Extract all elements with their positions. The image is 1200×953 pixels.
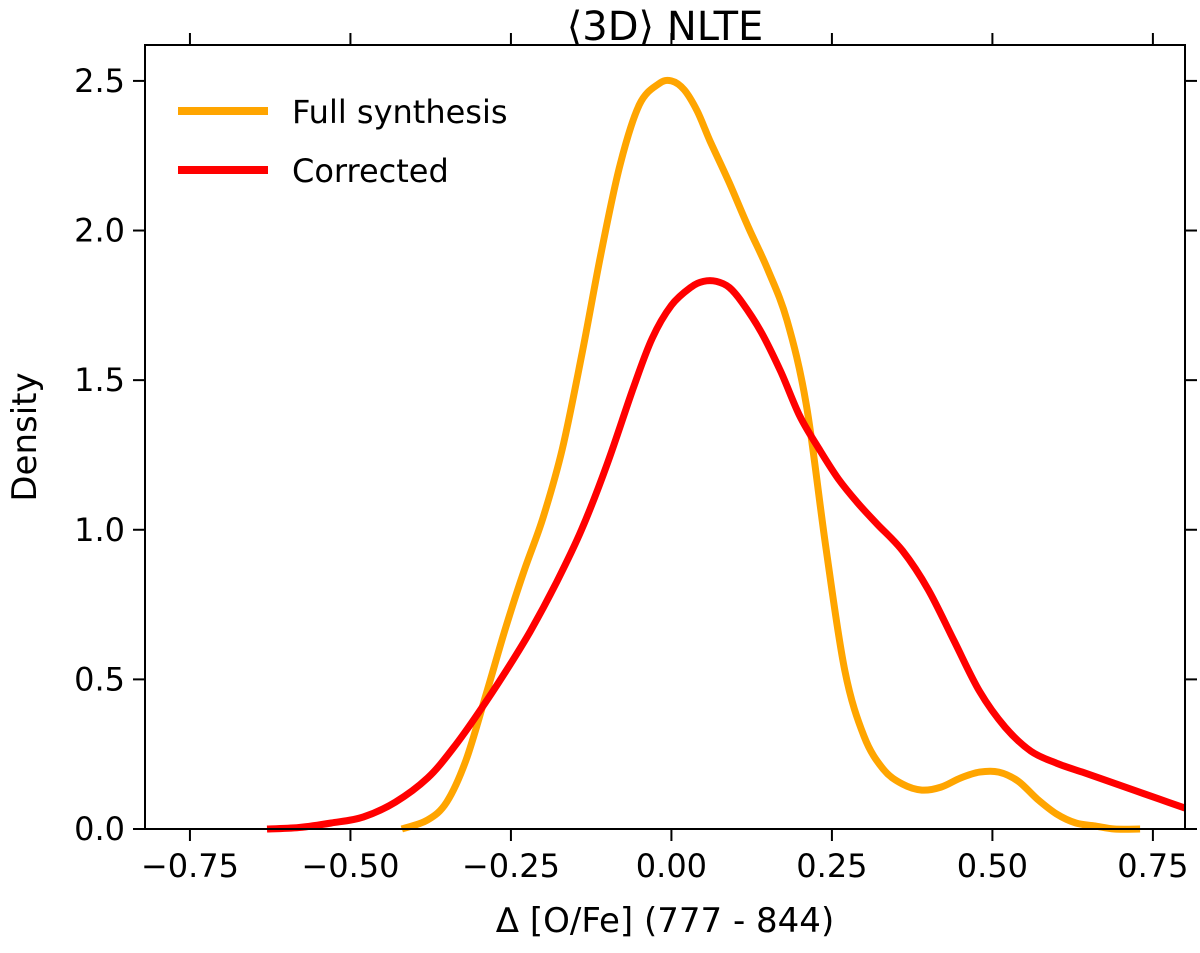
y-tick-label: 2.0 xyxy=(74,212,125,250)
series-line-full-synthesis xyxy=(400,76,1141,833)
legend-label-full-synthesis: Full synthesis xyxy=(292,93,508,131)
series-line-corrected xyxy=(266,277,1187,833)
x-tick-label: −0.25 xyxy=(462,847,560,885)
y-tick-label: 2.5 xyxy=(74,62,125,100)
y-tick-label: 1.0 xyxy=(74,511,125,549)
y-tick-label: 1.5 xyxy=(74,361,125,399)
x-tick-label: 0.25 xyxy=(796,847,867,885)
legend: Full synthesis Corrected xyxy=(178,93,508,190)
plot-frame xyxy=(144,44,1186,830)
tick-layer: −0.75 −0.50 −0.25 0.00 0.25 0.50 0.75 0.0 0.5 1.0… xyxy=(74,33,1197,885)
x-axis-label: Δ [O/Fe] (777 - 844) xyxy=(496,901,834,941)
x-tick-label: −0.50 xyxy=(301,847,399,885)
x-tick-label: −0.75 xyxy=(141,847,239,885)
x-tick-label: 0.00 xyxy=(636,847,707,885)
legend-label-corrected: Corrected xyxy=(292,152,449,190)
series-layer xyxy=(266,76,1187,833)
y-tick-label: 0.5 xyxy=(74,660,125,698)
x-tick-label: 0.75 xyxy=(1117,847,1188,885)
y-axis-label: Density xyxy=(5,372,45,501)
x-tick-label: 0.50 xyxy=(957,847,1028,885)
chart-title: ⟨3D⟩ NLTE xyxy=(567,4,764,50)
y-tick-label: 0.0 xyxy=(74,810,125,848)
